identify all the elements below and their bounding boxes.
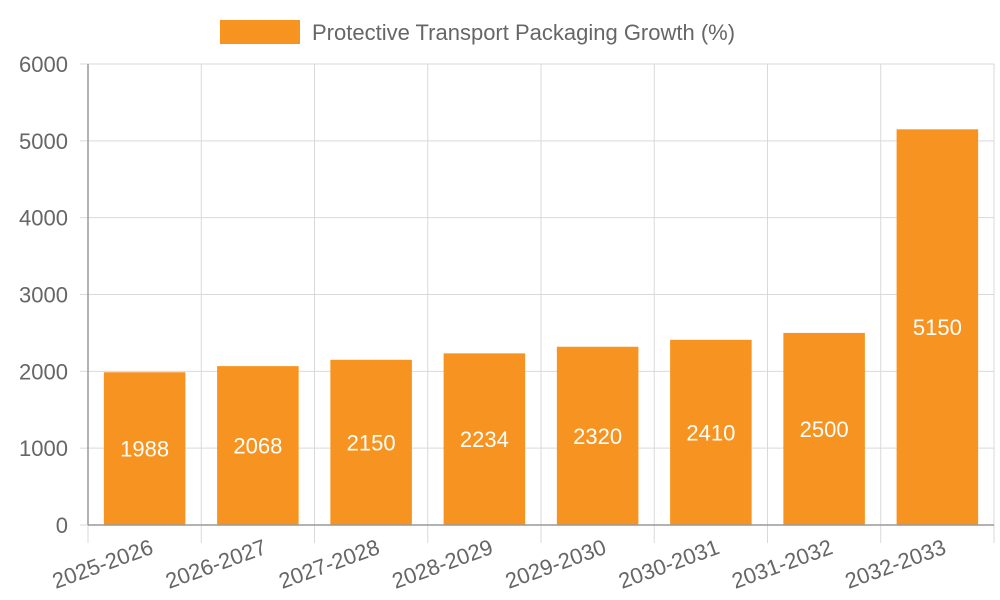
x-tick-label: 2031-2032 <box>728 534 835 593</box>
bar[interactable] <box>217 366 299 525</box>
bar[interactable] <box>103 372 186 525</box>
y-tick-label: 1000 <box>19 436 68 461</box>
bar-value-label: 1988 <box>120 437 169 462</box>
bar-value-label: 2150 <box>347 430 396 455</box>
bar-value-label: 2500 <box>800 417 849 442</box>
x-tick-label: 2026-2027 <box>162 534 269 593</box>
x-tick-label: 2029-2030 <box>502 534 609 593</box>
bars <box>103 129 979 525</box>
legend[interactable]: Protective Transport Packaging Growth (%… <box>220 20 735 45</box>
x-tick-label: 2032-2033 <box>842 534 949 593</box>
bar-value-label: 5150 <box>913 315 962 340</box>
y-tick-label: 2000 <box>19 359 68 384</box>
bar[interactable] <box>443 353 526 525</box>
y-tick-label: 6000 <box>19 52 68 77</box>
bar[interactable] <box>670 339 752 525</box>
y-tick-label: 5000 <box>19 129 68 154</box>
bar[interactable] <box>896 129 979 525</box>
axes <box>87 64 994 526</box>
x-tick-label: 2030-2031 <box>615 534 722 593</box>
x-tick-label: 2027-2028 <box>275 534 382 593</box>
y-tick-label: 0 <box>56 513 68 538</box>
bar[interactable] <box>783 332 865 525</box>
x-tick-label: 2028-2029 <box>389 534 496 593</box>
bar-value-label: 2234 <box>460 427 509 452</box>
bar[interactable] <box>330 359 412 525</box>
y-tick-label: 4000 <box>19 206 68 231</box>
bar[interactable] <box>556 346 639 525</box>
legend-swatch <box>220 20 300 44</box>
bar-value-label: 2410 <box>686 420 735 445</box>
bar-value-label: 2068 <box>233 434 282 459</box>
bar-value-label: 2320 <box>573 424 622 449</box>
grid <box>80 63 995 543</box>
y-tick-label: 3000 <box>19 283 68 308</box>
x-tick-label: 2025-2026 <box>49 534 156 593</box>
legend-label: Protective Transport Packaging Growth (%… <box>312 20 735 45</box>
